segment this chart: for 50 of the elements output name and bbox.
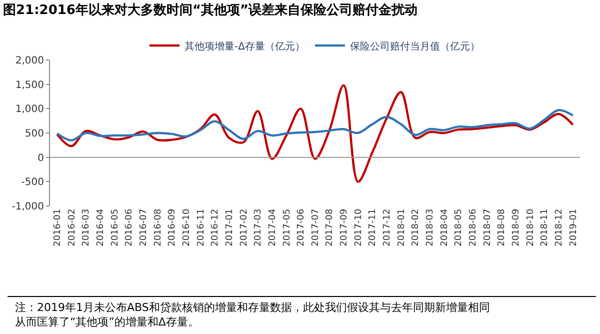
y-tick-label: -500	[21, 177, 44, 188]
x-tick-label: 2016-03	[82, 208, 92, 246]
chart-title: 图21:2016年以来对大多数时间“其他项”误差来自保险公司赔付金扰动	[3, 2, 418, 18]
x-tick-label: 2018-03	[426, 208, 436, 246]
y-tick-label: 1,000	[15, 104, 44, 116]
x-tick-label: 2018-04	[440, 208, 450, 246]
x-tick-label: 2018-10	[526, 208, 536, 246]
x-tick-label: 2016-11	[196, 208, 206, 246]
x-tick-label: 2016-08	[153, 208, 164, 246]
x-tick-label: 2016-10	[182, 208, 192, 246]
x-tick-label: 2018-09	[511, 208, 522, 246]
text: 注：2019年1月未公布ABS和贷款核销的增量和存量数据，此处我们假设其与去年同期新增量相同从而匡算了“其他项”的增量和Δ存量。	[15, 301, 490, 328]
x-tick-label: 2018-11	[540, 208, 550, 246]
x-tick-label: 2017-02	[239, 208, 250, 246]
x-tick-label: 2017-09	[340, 208, 350, 246]
y-tick-label: 500	[24, 128, 44, 140]
x-tick-label: 2017-01	[224, 208, 235, 246]
line-series	[56, 109, 574, 142]
x-tick-label: 2017-08	[325, 208, 336, 246]
x-tick-label: 2016-09	[168, 208, 178, 246]
x-tick-label: 2016-05	[110, 208, 120, 246]
line-series	[56, 84, 574, 183]
x-tick-label: 2017-07	[310, 208, 321, 246]
x-tick-label: 2018-05	[454, 208, 464, 246]
legend-label: 保险公司赔付当月值（亿元）	[350, 40, 480, 52]
y-tick-label: 0	[38, 152, 44, 164]
x-tick-label: 2016-06	[124, 208, 135, 246]
x-tick-label: 2016-04	[96, 208, 106, 246]
legend-label: 其他项增量-Δ存量（亿元）	[184, 40, 305, 52]
x-tick-label: 2016-12	[210, 208, 221, 246]
x-tick-label: 2017-11	[368, 208, 378, 246]
x-tick-label: 2016-07	[139, 208, 150, 246]
x-tick-label: 2018-08	[497, 208, 508, 246]
y-tick-label: 1,500	[15, 80, 44, 91]
x-tick-label: 2019-01	[568, 208, 579, 246]
x-tick-label: 2018-06	[468, 208, 478, 246]
x-tick-label: 2016-01	[53, 208, 64, 246]
x-tick-label: 2016-02	[67, 208, 78, 246]
x-tick-label: 2018-02	[411, 208, 422, 246]
x-tick-label: 2017-10	[354, 208, 364, 246]
x-tick-label: 2017-05	[282, 208, 292, 246]
x-tick-label: 2017-03	[254, 208, 264, 246]
x-tick-label: 2018-01	[396, 208, 407, 246]
x-tick-label: 2018-12	[554, 208, 564, 246]
y-tick-label: -1,000	[12, 202, 44, 212]
x-tick-label: 2017-06	[296, 208, 307, 246]
y-tick-label: 2,000	[15, 56, 44, 66]
x-tick-label: 2018-07	[482, 208, 493, 246]
x-tick-label: 2017-04	[268, 208, 278, 246]
x-tick-label: 2017-12	[382, 208, 393, 246]
